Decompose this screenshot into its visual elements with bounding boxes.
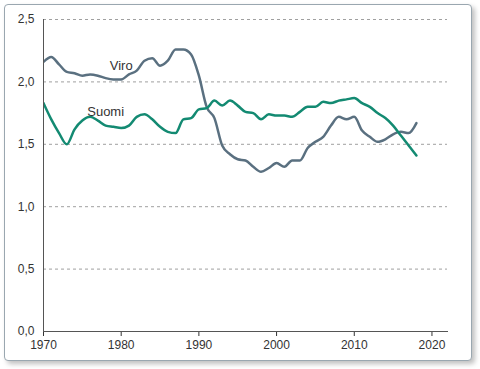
svg-text:0,5: 0,5	[18, 262, 35, 276]
svg-text:2,5: 2,5	[18, 12, 35, 26]
svg-text:Suomi: Suomi	[87, 104, 124, 119]
svg-text:1990: 1990	[186, 338, 213, 352]
svg-text:Viro: Viro	[110, 58, 133, 73]
svg-text:1980: 1980	[108, 338, 135, 352]
svg-text:0,0: 0,0	[18, 324, 35, 338]
svg-text:2000: 2000	[263, 338, 290, 352]
svg-text:2010: 2010	[341, 338, 368, 352]
svg-text:1,5: 1,5	[18, 137, 35, 151]
svg-text:2020: 2020	[419, 338, 446, 352]
svg-text:1,0: 1,0	[18, 200, 35, 214]
svg-text:1970: 1970	[30, 338, 57, 352]
svg-text:2,0: 2,0	[18, 75, 35, 89]
